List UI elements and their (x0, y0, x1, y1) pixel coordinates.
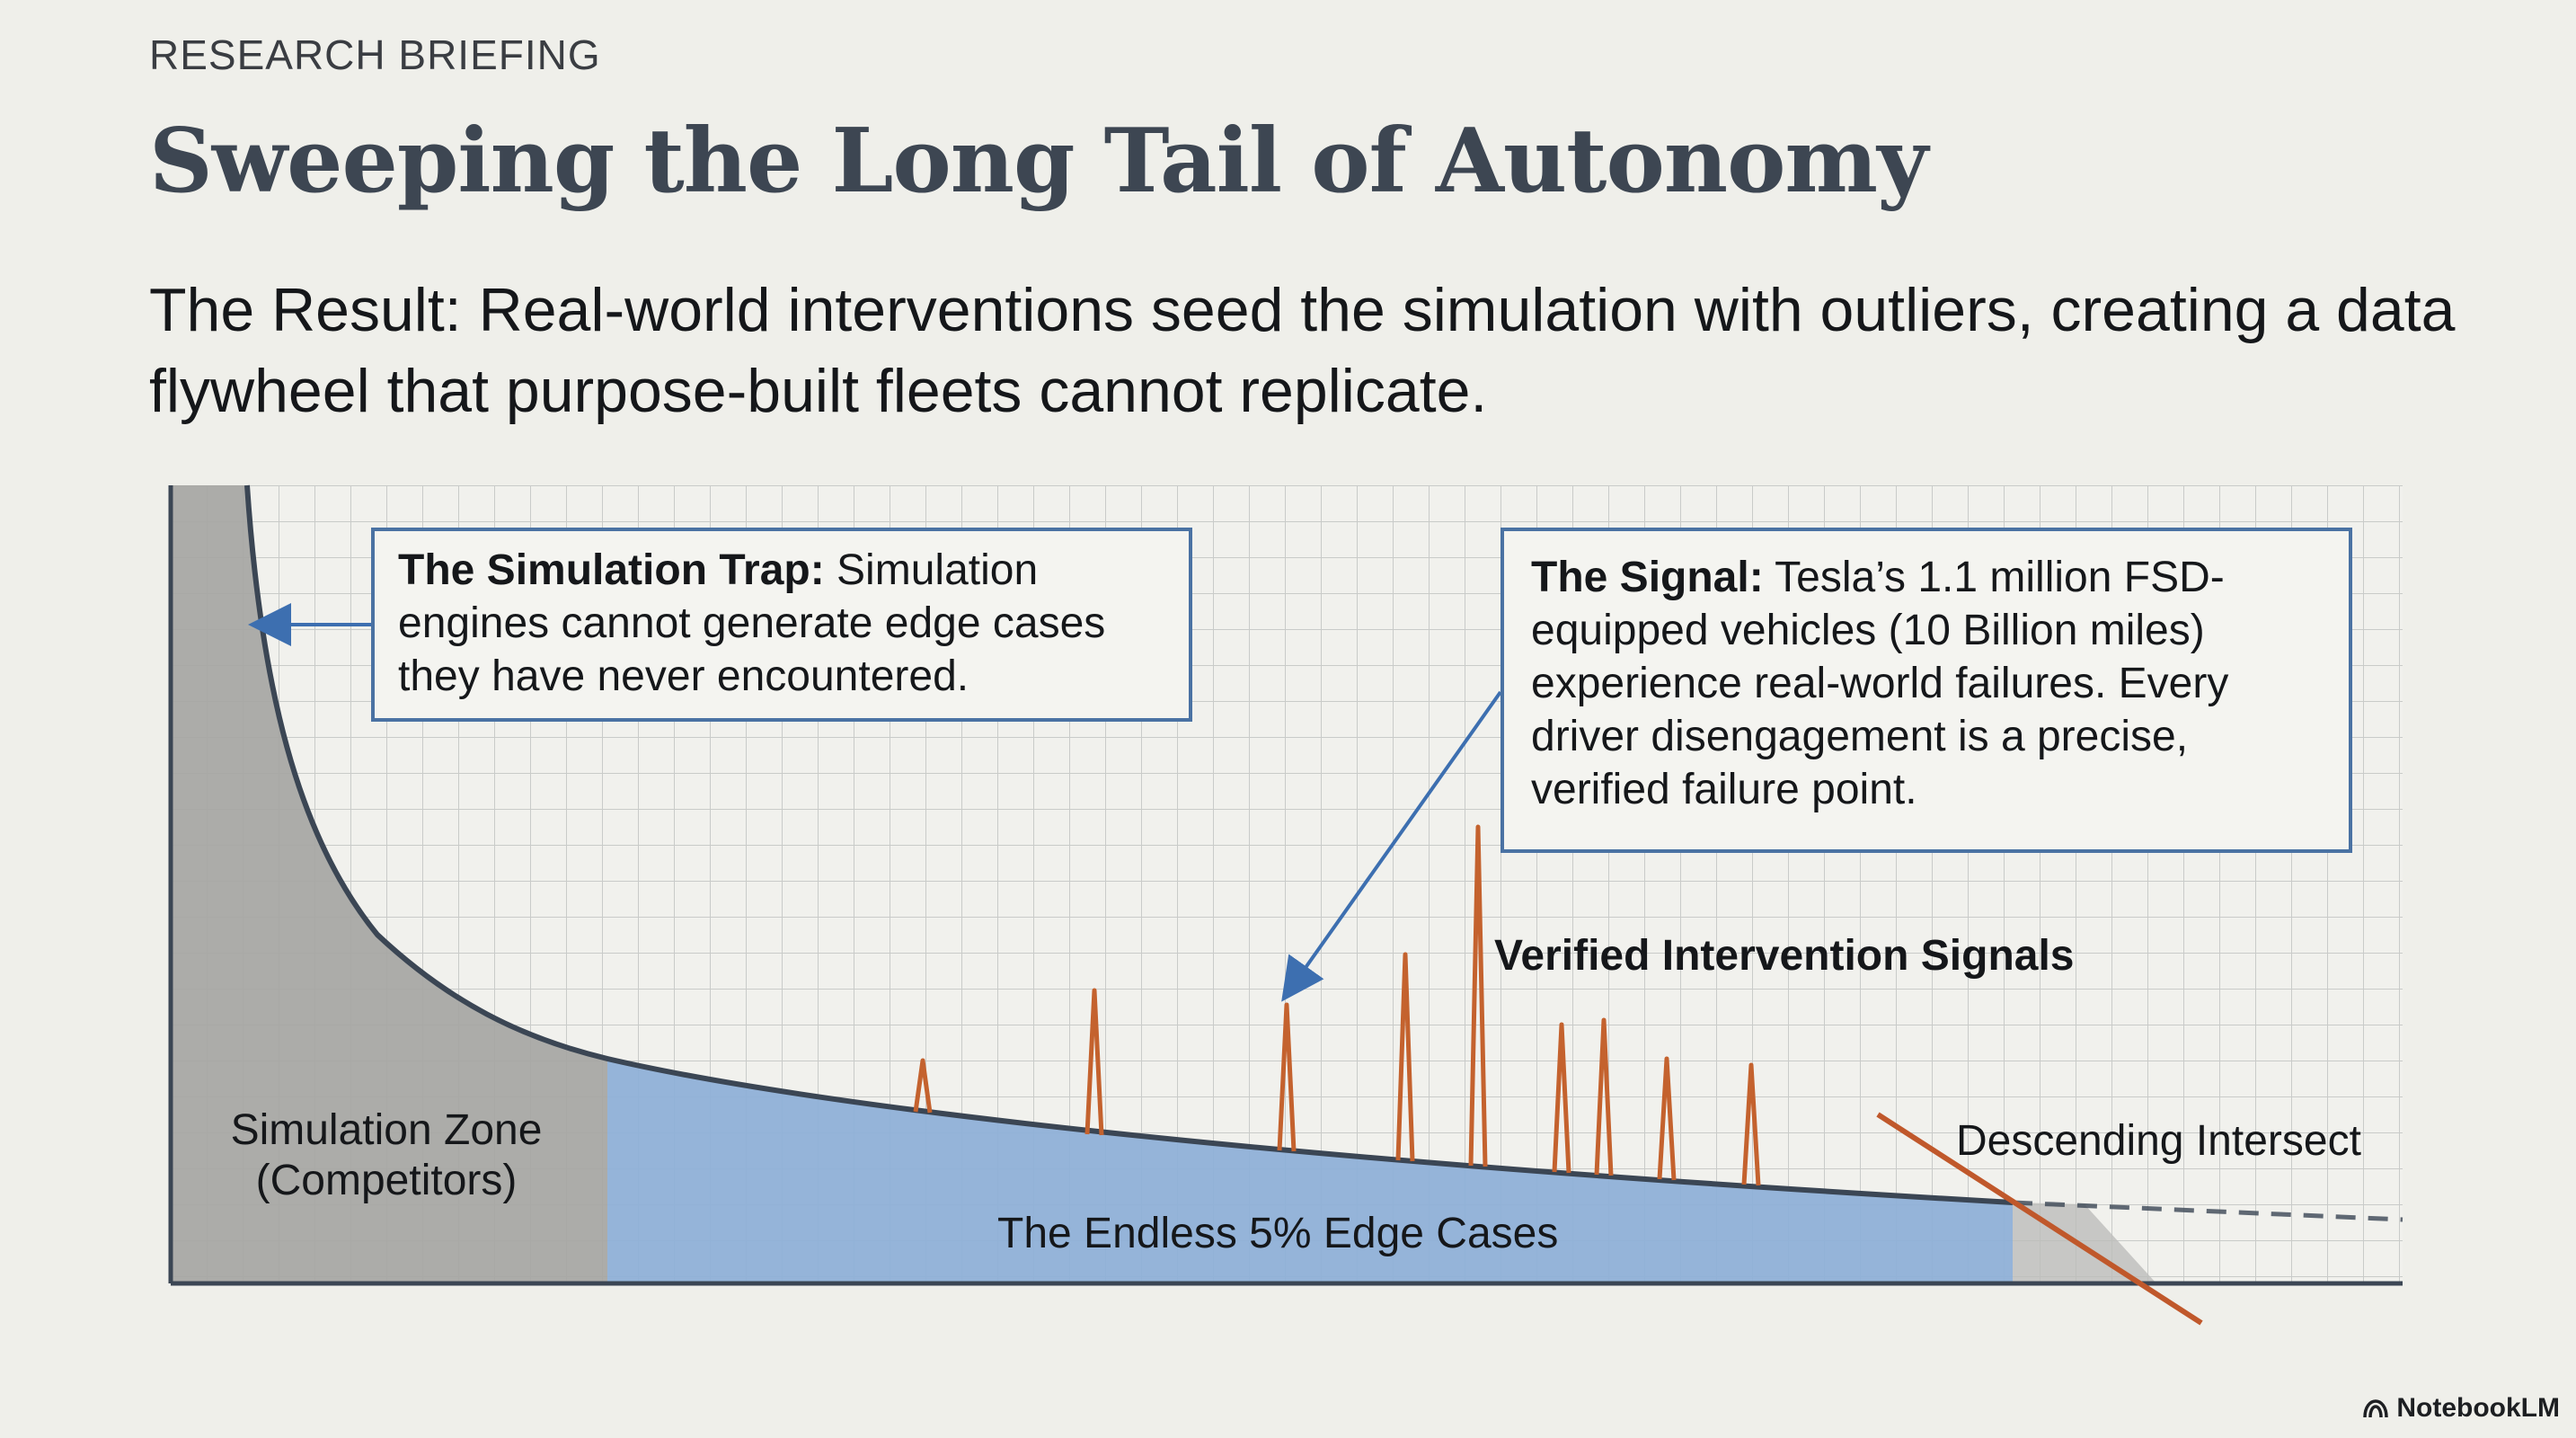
descending-intersect-label: Descending Intersect (1956, 1117, 2361, 1165)
intervention-spike (1657, 1056, 1677, 1181)
simulation-zone-label: Simulation Zone (Competitors) (230, 1106, 543, 1204)
signal-lead: The Signal: (1531, 554, 1764, 601)
intervention-spikes (913, 824, 1761, 1186)
intervention-spike (1084, 988, 1104, 1136)
eyebrow-label: RESEARCH BRIEFING (149, 31, 601, 78)
simulation-trap-callout: The Simulation Trap: Simulation engines … (371, 528, 1192, 722)
page-title: Sweeping the Long Tail of Autonomy (149, 110, 1928, 213)
signal-body: Tesla’s 1.1 million FSD-equipped vehicle… (1531, 554, 2229, 813)
verified-signals-label: Verified Intervention Signals (1494, 932, 2075, 980)
intervention-spike (1741, 1062, 1761, 1186)
intervention-spike (1468, 824, 1488, 1167)
tail-projection-line (2012, 1200, 2403, 1222)
signal-arrow (1281, 690, 1502, 1002)
simulation-zone-area (171, 485, 607, 1283)
brand-watermark: NotebookLM (2362, 1393, 2560, 1424)
notebooklm-logo-icon (2363, 1399, 2389, 1418)
page-subtitle: The Result: Real-world interventions see… (149, 276, 2456, 425)
intervention-spike (1395, 952, 1415, 1162)
edge-cases-label: The Endless 5% Edge Cases (997, 1210, 1559, 1257)
intervention-spike (913, 1058, 933, 1114)
edge-cases-area (607, 1059, 2013, 1283)
intervention-spike (1594, 1017, 1614, 1176)
simulation-trap-lead: The Simulation Trap: (398, 546, 825, 594)
signal-callout: The Signal: Tesla’s 1.1 million FSD-equi… (1500, 528, 2352, 853)
descending-intersect-line (1876, 1112, 2203, 1326)
simulation-trap-body: Simulation engines cannot generate edge … (398, 546, 1106, 700)
brand-name: NotebookLM (2396, 1393, 2560, 1423)
long-tail-curve (244, 484, 2014, 1205)
intervention-spike (1552, 1022, 1571, 1174)
intervention-spike (1277, 1002, 1297, 1152)
